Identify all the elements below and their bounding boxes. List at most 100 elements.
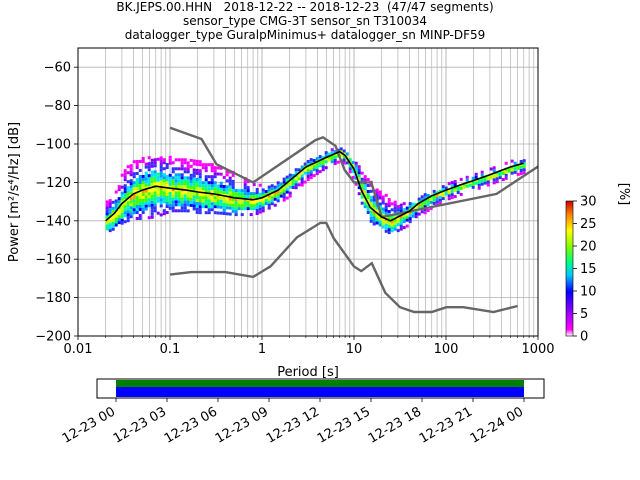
- psd-cell: [366, 208, 370, 211]
- psd-cell: [408, 220, 412, 224]
- psd-cell: [126, 204, 130, 208]
- psd-cell: [444, 192, 448, 196]
- psd-cell: [420, 195, 424, 199]
- psd-cell: [153, 200, 157, 204]
- psd-cell: [162, 167, 166, 171]
- psd-cell: [360, 186, 364, 190]
- psd-cell: [255, 212, 259, 215]
- psd-cell: [114, 220, 118, 224]
- mode-curve-group: [105, 150, 524, 222]
- psd-cell: [204, 196, 208, 200]
- psd-cell: [387, 210, 391, 214]
- y-axis-label: Power [m²/s⁴/Hz] [dB]: [7, 122, 22, 262]
- psd-cell: [201, 202, 205, 206]
- psd-cell: [231, 200, 235, 204]
- psd-cell: [210, 208, 214, 212]
- psd-cell: [150, 206, 154, 210]
- psd-cell: [381, 219, 385, 223]
- psd-cell: [129, 203, 133, 207]
- psd-cell: [255, 188, 259, 191]
- psd-cell: [204, 190, 208, 194]
- psd-cell: [153, 209, 157, 213]
- psd-cell: [117, 188, 121, 192]
- psd-cell: [282, 180, 286, 184]
- psd-cell: [372, 204, 376, 208]
- psd-cell: [426, 200, 430, 203]
- psd-cell: [339, 153, 343, 157]
- psd-cell: [213, 187, 217, 191]
- psd-cell: [474, 172, 478, 176]
- psd-cell: [126, 207, 130, 211]
- psd-cell: [123, 214, 127, 218]
- psd-cell: [165, 181, 169, 184]
- psd-cell: [438, 189, 442, 193]
- psd-cell: [156, 193, 160, 197]
- psd-cell: [150, 209, 154, 213]
- psd-cell: [285, 190, 289, 194]
- psd-cell: [192, 171, 196, 175]
- psd-cell: [159, 183, 163, 187]
- psd-cell: [189, 179, 193, 183]
- psd-cell: [162, 173, 166, 177]
- psd-cell: [159, 186, 163, 190]
- psd-cell: [426, 194, 430, 197]
- psd-cell: [132, 193, 136, 197]
- psd-cell: [105, 200, 109, 204]
- psd-cell: [159, 201, 163, 205]
- psd-cell: [441, 191, 445, 195]
- psd-cell: [213, 199, 217, 203]
- psd-cell: [405, 206, 409, 210]
- psd-cell: [132, 208, 136, 212]
- psd-cell: [276, 184, 280, 188]
- psd-cell: [465, 178, 469, 182]
- psd-cell: [168, 206, 172, 210]
- psd-cell: [288, 176, 292, 180]
- psd-cell: [168, 200, 172, 204]
- psd-cell: [240, 201, 244, 205]
- psd-cell: [138, 214, 142, 217]
- psd-cell: [210, 169, 214, 173]
- psd-cell: [159, 195, 163, 199]
- psd-cell: [282, 177, 286, 181]
- psd-cell: [363, 202, 367, 206]
- psd-cell: [234, 207, 238, 211]
- psd-cell: [192, 180, 196, 184]
- psd-cell: [120, 200, 124, 204]
- psd-cell: [420, 198, 424, 202]
- psd-cell: [192, 162, 196, 166]
- psd-cell: [168, 158, 172, 162]
- psd-cell: [450, 193, 454, 197]
- psd-cell: [459, 177, 463, 181]
- psd-cell: [126, 219, 130, 223]
- psd-cell: [384, 226, 388, 230]
- psd-cell: [369, 198, 373, 202]
- psd-cell: [453, 180, 457, 183]
- psd-cell: [129, 215, 133, 219]
- psd-cell: [471, 185, 475, 189]
- psd-cell: [132, 199, 136, 203]
- psd-cell: [342, 149, 346, 153]
- psd-cell: [270, 196, 274, 200]
- psd-cell: [210, 184, 214, 188]
- psd-cell: [357, 168, 361, 172]
- psd-cell: [228, 194, 232, 198]
- psd-cell: [213, 190, 217, 194]
- psd-cell: [279, 182, 283, 186]
- psd-cell: [510, 168, 514, 172]
- psd-cell: [231, 179, 235, 183]
- psd-cell: [156, 178, 160, 182]
- psd-cell: [207, 202, 211, 206]
- psd-cell: [225, 191, 229, 195]
- psd-cell: [300, 174, 304, 178]
- psd-cell: [285, 187, 289, 191]
- psd-cell: [147, 156, 151, 160]
- psd-cell: [252, 207, 256, 211]
- psd-cell: [147, 201, 151, 205]
- psd-cell: [126, 195, 130, 199]
- psd-cell: [228, 191, 232, 195]
- psd-cell: [237, 201, 241, 205]
- psd-cell: [321, 159, 325, 163]
- psd-cell: [132, 172, 136, 176]
- psd-cell: [504, 173, 508, 177]
- psd-cell: [252, 204, 256, 208]
